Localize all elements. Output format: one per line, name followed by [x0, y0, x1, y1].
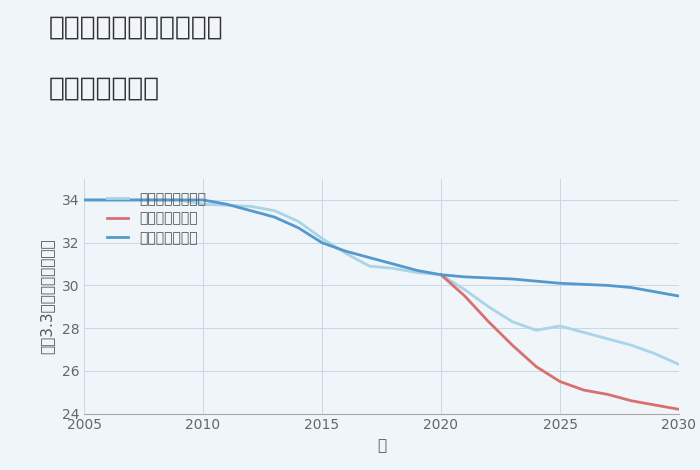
バッドシナリオ: [651, 402, 659, 408]
グッドシナリオ: [389, 261, 398, 267]
バッドシナリオ: [580, 387, 588, 393]
グッドシナリオ: [127, 197, 136, 203]
グッドシナリオ: [627, 285, 636, 290]
グッドシナリオ: [270, 214, 279, 220]
グッドシナリオ: [413, 267, 421, 273]
ノーマルシナリオ: [413, 270, 421, 275]
グッドシナリオ: [175, 197, 183, 203]
グッドシナリオ: [104, 197, 112, 203]
バッドシナリオ: [484, 319, 493, 325]
バッドシナリオ: [675, 407, 683, 412]
グッドシナリオ: [365, 255, 374, 260]
グッドシナリオ: [461, 274, 469, 280]
グッドシナリオ: [294, 225, 302, 231]
ノーマルシナリオ: [127, 197, 136, 203]
ノーマルシナリオ: [532, 328, 540, 333]
グッドシナリオ: [651, 289, 659, 295]
グッドシナリオ: [580, 282, 588, 287]
ノーマルシナリオ: [675, 361, 683, 367]
ノーマルシナリオ: [651, 351, 659, 357]
ノーマルシナリオ: [389, 266, 398, 271]
グッドシナリオ: [484, 275, 493, 281]
ノーマルシナリオ: [365, 263, 374, 269]
グッドシナリオ: [437, 272, 445, 278]
バッドシナリオ: [603, 392, 612, 397]
グッドシナリオ: [151, 197, 160, 203]
ノーマルシナリオ: [175, 197, 183, 203]
グッドシナリオ: [675, 293, 683, 299]
ノーマルシナリオ: [318, 235, 326, 241]
ノーマルシナリオ: [603, 336, 612, 342]
ノーマルシナリオ: [151, 197, 160, 203]
グッドシナリオ: [508, 276, 517, 282]
ノーマルシナリオ: [246, 204, 255, 209]
ノーマルシナリオ: [104, 197, 112, 203]
Y-axis label: 坪（3.3㎡）単価（万円）: 坪（3.3㎡）単価（万円）: [40, 238, 55, 354]
ノーマルシナリオ: [80, 197, 88, 203]
グッドシナリオ: [342, 249, 350, 254]
グッドシナリオ: [223, 202, 231, 207]
ノーマルシナリオ: [580, 329, 588, 335]
グッドシナリオ: [532, 278, 540, 284]
Legend: ノーマルシナリオ, バッドシナリオ, グッドシナリオ: ノーマルシナリオ, バッドシナリオ, グッドシナリオ: [103, 188, 210, 250]
バッドシナリオ: [461, 293, 469, 299]
ノーマルシナリオ: [461, 287, 469, 292]
ノーマルシナリオ: [199, 202, 207, 207]
Line: ノーマルシナリオ: ノーマルシナリオ: [84, 200, 679, 364]
バッドシナリオ: [627, 398, 636, 404]
ノーマルシナリオ: [223, 203, 231, 208]
バッドシナリオ: [556, 379, 564, 384]
バッドシナリオ: [532, 364, 540, 369]
ノーマルシナリオ: [294, 219, 302, 224]
ノーマルシナリオ: [342, 251, 350, 256]
Text: 愛知県豊川市向河原町の: 愛知県豊川市向河原町の: [49, 14, 223, 40]
Text: 土地の価格推移: 土地の価格推移: [49, 75, 160, 101]
ノーマルシナリオ: [627, 343, 636, 348]
グッドシナリオ: [80, 197, 88, 203]
バッドシナリオ: [437, 272, 445, 278]
ノーマルシナリオ: [484, 304, 493, 310]
グッドシナリオ: [603, 282, 612, 288]
ノーマルシナリオ: [270, 208, 279, 213]
バッドシナリオ: [508, 343, 517, 348]
Line: グッドシナリオ: グッドシナリオ: [84, 200, 679, 296]
ノーマルシナリオ: [437, 272, 445, 278]
ノーマルシナリオ: [556, 323, 564, 329]
ノーマルシナリオ: [508, 319, 517, 325]
グッドシナリオ: [556, 281, 564, 286]
グッドシナリオ: [199, 197, 207, 203]
グッドシナリオ: [318, 240, 326, 245]
グッドシナリオ: [246, 208, 255, 213]
Line: バッドシナリオ: バッドシナリオ: [441, 275, 679, 409]
X-axis label: 年: 年: [377, 438, 386, 453]
